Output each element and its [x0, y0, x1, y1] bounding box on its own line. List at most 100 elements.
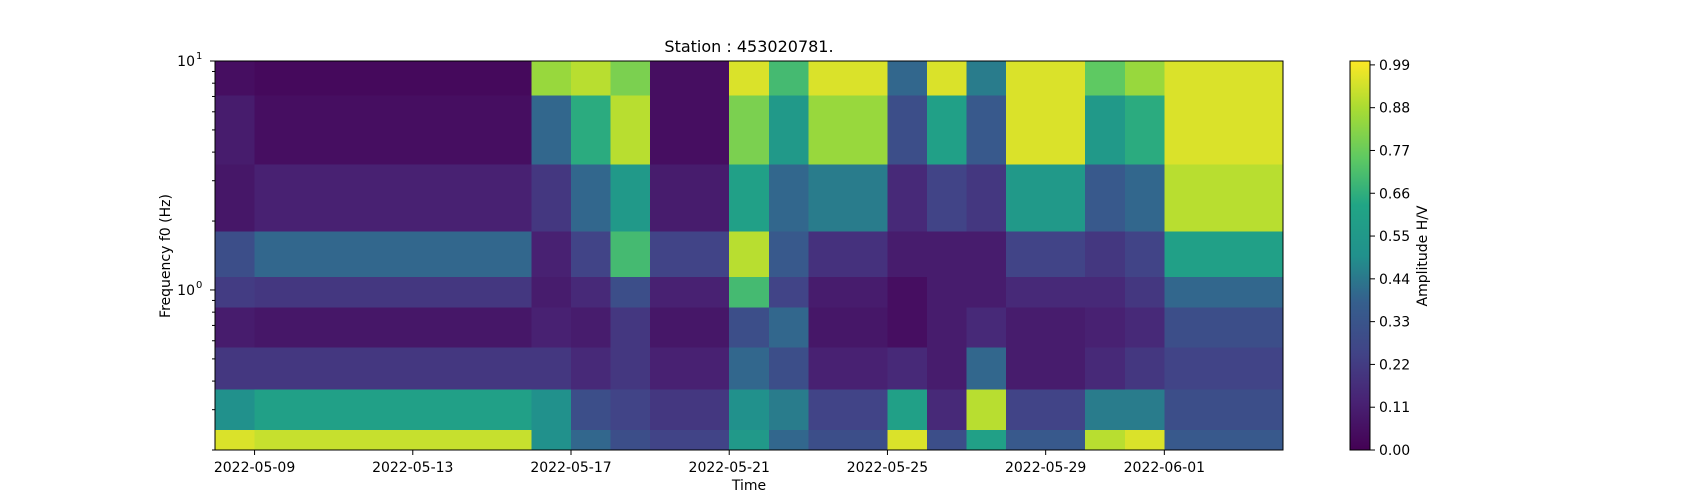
colorbar-tick-label: 0.77 [1379, 143, 1410, 159]
colorbar-ticks: 0.00 0.11 0.22 0.33 0.44 0.55 0.66 0.77 0.88 0.99 [1370, 58, 1410, 459]
x-tick-label: 2022-05-21 [689, 460, 770, 476]
heatmap-cell [808, 164, 888, 232]
heatmap-cell [531, 347, 572, 391]
heatmap-cell [531, 389, 572, 431]
x-axis-ticks: 2022-05-09 2022-05-13 2022-05-17 2022-05-21… [214, 450, 1205, 476]
heatmap-cell [1164, 276, 1284, 309]
heatmap-cell [1085, 389, 1126, 431]
heatmap-cell [1164, 429, 1284, 451]
heatmap-cell [650, 276, 730, 309]
heatmap-cell [1085, 307, 1126, 348]
heatmap-cell [1006, 429, 1086, 451]
heatmap-cell [927, 389, 968, 431]
y-tick-exponent: 1 [196, 51, 202, 62]
heatmap-cell [650, 347, 730, 391]
heatmap-cell [927, 347, 968, 391]
heatmap-cell [966, 61, 1007, 97]
y-tick-exponent: 0 [196, 280, 202, 291]
heatmap-cell [927, 61, 968, 97]
heatmap-cell [1085, 276, 1126, 309]
heatmap-cell [215, 276, 256, 309]
heatmap-cell [808, 429, 888, 451]
heatmap-cell [254, 276, 533, 309]
heatmap-cell [1124, 276, 1165, 309]
heatmap-cell [729, 95, 770, 165]
heatmap-cell [610, 231, 651, 278]
x-tick-label: 2022-05-25 [847, 460, 928, 476]
heatmap-cell [927, 276, 968, 309]
heatmap-cell [887, 231, 928, 278]
heatmap-cell [215, 429, 256, 451]
heatmap-cell [610, 347, 651, 391]
heatmap-cell [650, 164, 730, 232]
heatmap-cell [966, 95, 1007, 165]
heatmap-cell [966, 347, 1007, 391]
heatmap-cell [729, 347, 770, 391]
heatmap-cell [768, 389, 809, 431]
heatmap-cell [1164, 231, 1284, 278]
colorbar-tick-label: 0.66 [1379, 186, 1410, 202]
heatmap-cell [927, 429, 968, 451]
heatmap-cell [927, 231, 968, 278]
heatmap-cell [571, 389, 612, 431]
heatmap-cell [254, 347, 533, 391]
heatmap-cell [1124, 389, 1165, 431]
heatmap-cell [887, 164, 928, 232]
heatmap-cell [808, 389, 888, 431]
heatmap-cell [1085, 61, 1126, 97]
heatmap-cell [531, 164, 572, 232]
heatmap-cell [1085, 231, 1126, 278]
colorbar-tick-label: 0.11 [1379, 400, 1410, 416]
heatmap-cell [531, 429, 572, 451]
x-tick-label: 2022-05-17 [530, 460, 611, 476]
heatmap-cell [650, 307, 730, 348]
heatmap-cell [808, 347, 888, 391]
x-tick-label: 2022-06-01 [1124, 460, 1205, 476]
heatmap-cell [571, 164, 612, 232]
colorbar-tick-label: 0.00 [1379, 443, 1410, 459]
heatmap-cell [650, 95, 730, 165]
heatmap-cell [808, 95, 888, 165]
heatmap-cell [531, 95, 572, 165]
heatmap-cell [768, 347, 809, 391]
heatmap-cell [887, 307, 928, 348]
heatmap-cell [254, 231, 533, 278]
colorbar-tick-label: 0.33 [1379, 315, 1410, 331]
heatmap-cell [1085, 164, 1126, 232]
heatmap-cell [1006, 347, 1086, 391]
heatmap-cell [1164, 347, 1284, 391]
heatmap-cell [610, 276, 651, 309]
heatmap-cell [966, 164, 1007, 232]
colorbar-tick-label: 0.99 [1379, 58, 1410, 74]
heatmap-cell [887, 389, 928, 431]
heatmap-cell [215, 164, 256, 232]
heatmap-cell [215, 307, 256, 348]
heatmap-cell [808, 231, 888, 278]
heatmap-cell [966, 307, 1007, 348]
heatmap-cell [571, 95, 612, 165]
heatmap-cell [887, 429, 928, 451]
heatmap-cell [571, 61, 612, 97]
chart-title: Station : 453020781. [664, 37, 833, 56]
heatmap-cell [1164, 164, 1284, 232]
heatmap-cell [808, 61, 888, 97]
heatmap-cell [610, 307, 651, 348]
heatmap-cell [768, 276, 809, 309]
heatmap-cell [1124, 61, 1165, 97]
heatmap-cell [1164, 95, 1284, 165]
heatmap-cell [1124, 164, 1165, 232]
colorbar-tick-label: 0.22 [1379, 357, 1410, 373]
heatmap-cell [254, 307, 533, 348]
x-tick-label: 2022-05-29 [1005, 460, 1086, 476]
heatmap-cell [254, 429, 533, 451]
heatmap-cell [215, 61, 256, 97]
heatmap-cell [650, 429, 730, 451]
heatmap-cell [927, 307, 968, 348]
heatmap-cell [887, 95, 928, 165]
heatmap-cell [571, 429, 612, 451]
heatmap-cell [610, 61, 651, 97]
heatmap-cell [254, 95, 533, 165]
heatmap-cell [215, 389, 256, 431]
colorbar-tick-label: 0.44 [1379, 272, 1410, 288]
